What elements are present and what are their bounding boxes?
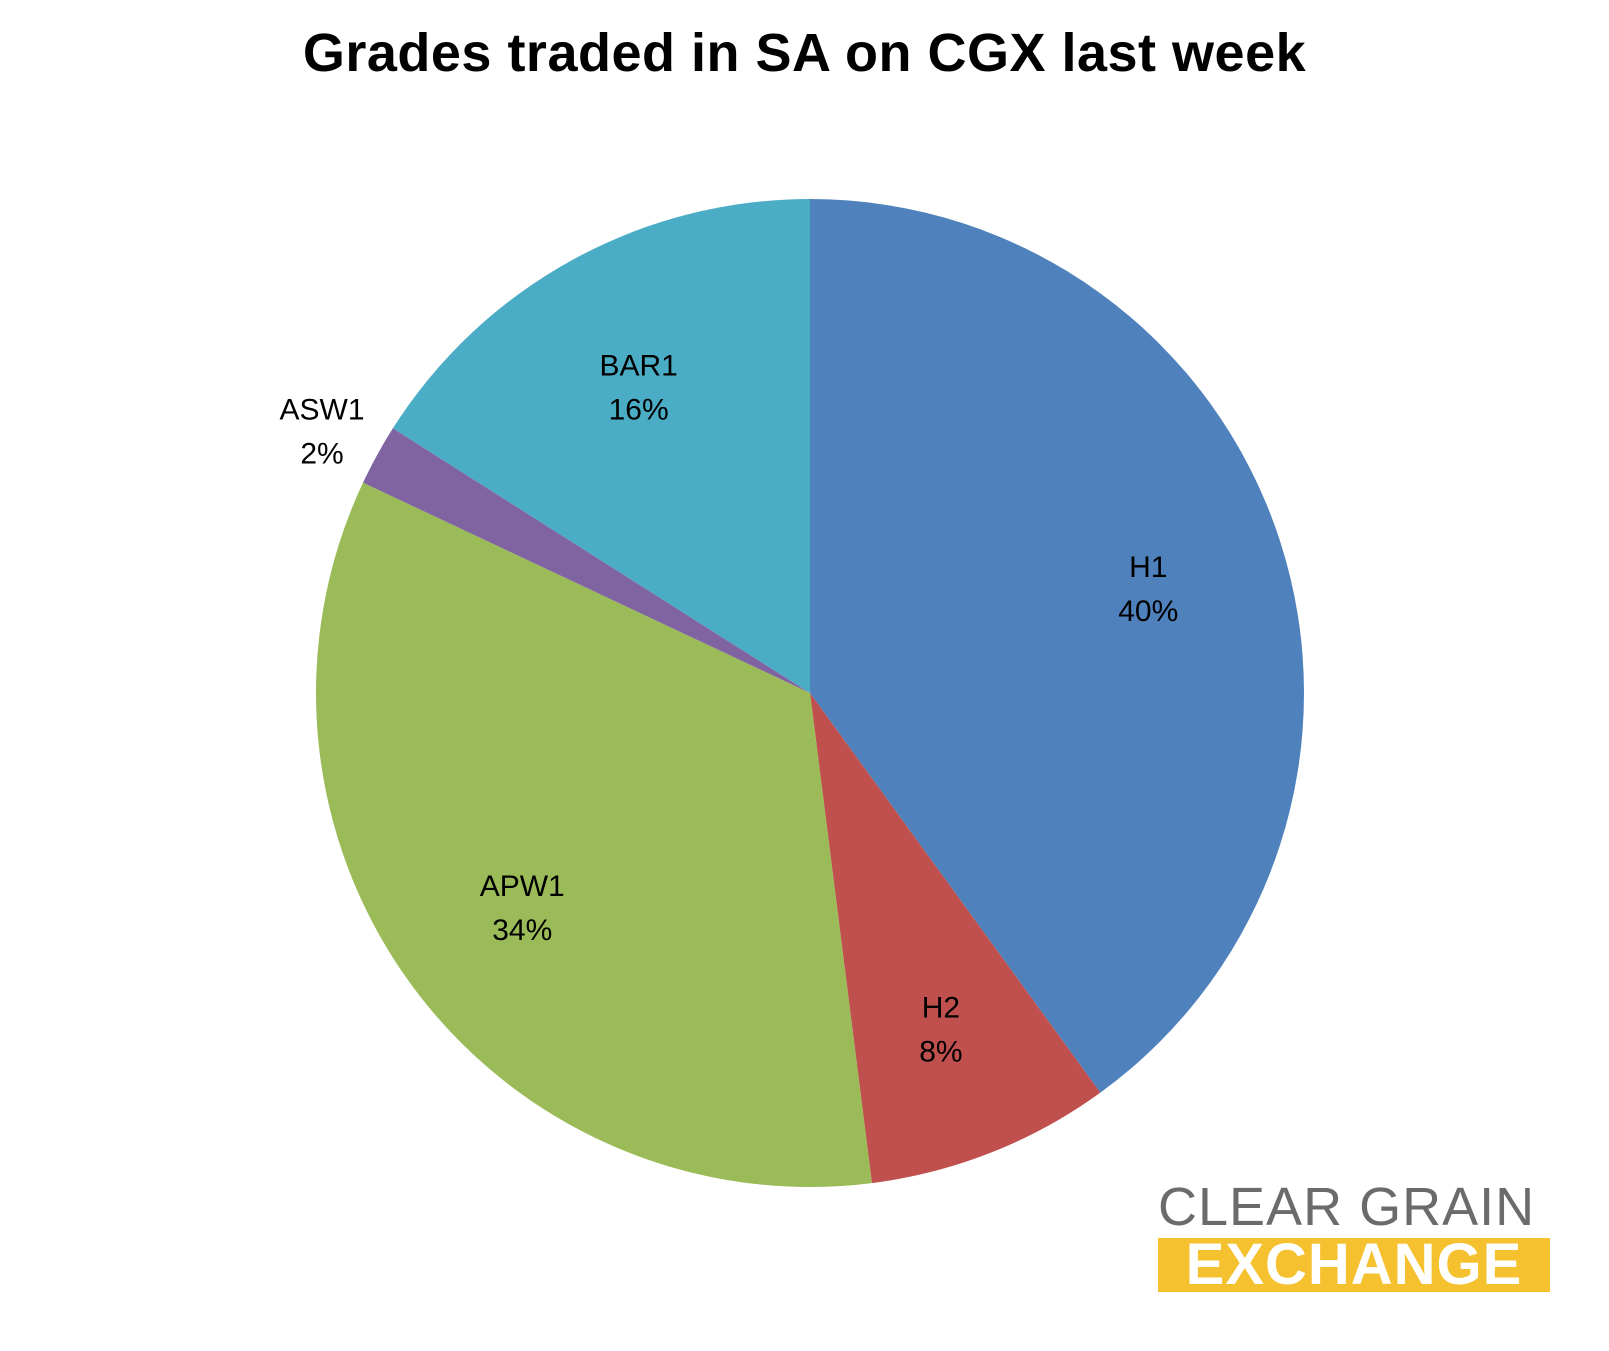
- pie-slice-apw1: [315, 482, 872, 1187]
- slice-value-asw1: 2%: [300, 438, 343, 471]
- pie-slices: [315, 199, 1305, 1187]
- slice-value-bar1: 16%: [609, 393, 669, 426]
- logo-line2-bar: EXCHANGE: [1158, 1232, 1550, 1297]
- pie-slice-h2: [810, 693, 1101, 1184]
- logo-line2: EXCHANGE: [1185, 1232, 1523, 1297]
- logo-line1: CLEAR GRAIN: [1158, 1177, 1536, 1237]
- slice-value-h2: 8%: [919, 1036, 962, 1069]
- clear-grain-exchange-logo: CLEAR GRAIN EXCHANGE: [1158, 1177, 1550, 1297]
- slice-label-h2: H2: [922, 992, 960, 1025]
- pie-slice-h1: [810, 199, 1305, 1093]
- pie-slice-asw1: [363, 428, 810, 693]
- slice-label-bar1: BAR1: [599, 349, 677, 382]
- slice-label-h1: H1: [1129, 551, 1167, 584]
- pie-slice-bar1: [392, 199, 810, 693]
- slice-label-asw1: ASW1: [280, 394, 365, 427]
- chart-title: Grades traded in SA on CGX last week: [302, 23, 1307, 83]
- slice-value-apw1: 34%: [492, 914, 552, 947]
- slice-value-h1: 40%: [1118, 595, 1178, 628]
- pie-labels: H1 40% H2 8% APW1 34% ASW1 2% BAR1 16%: [280, 349, 1179, 1068]
- slice-label-apw1: APW1: [480, 870, 565, 903]
